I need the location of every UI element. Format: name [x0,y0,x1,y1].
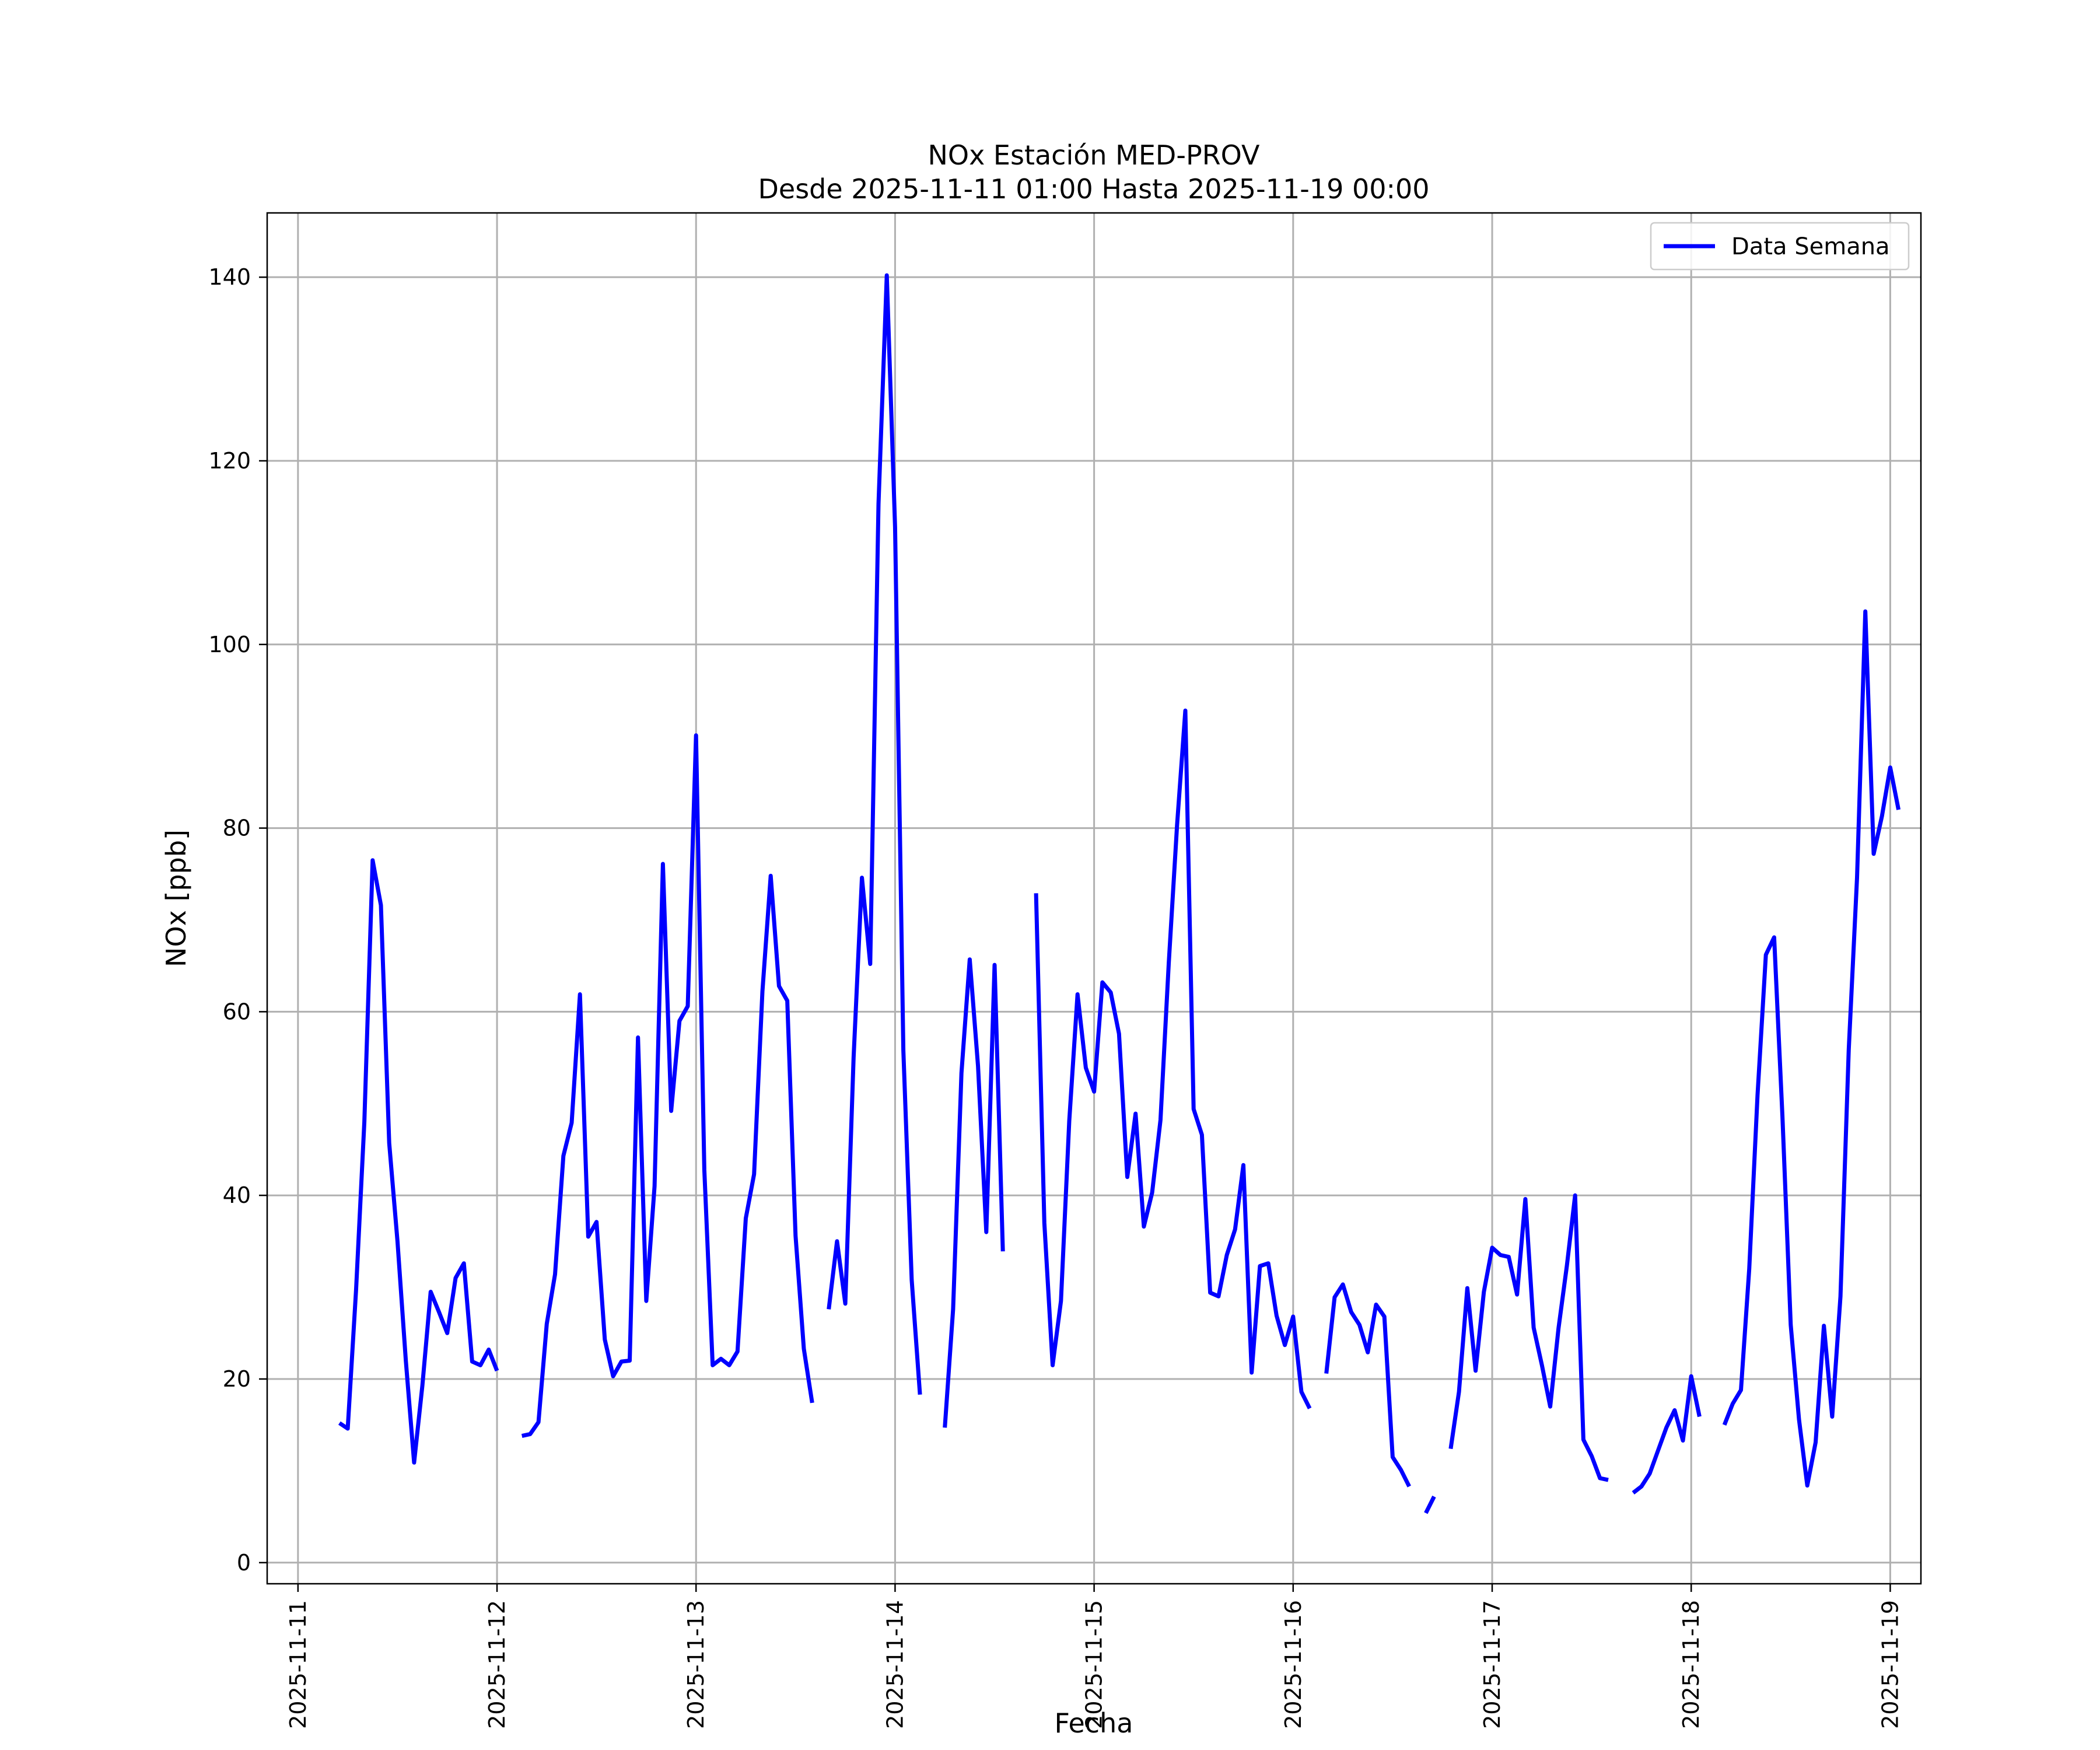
chart-title: NOx Estación MED-PROV [928,139,1260,171]
legend: Data Semana [1650,222,1910,271]
x-axis-ticks: 2025-11-11 2025-11-12 2025-11-13 2025-11-14… [285,1584,1903,1729]
series-line-data-semana-segment-9 [1722,609,1901,1488]
series-line-data-semana-segment-5 [1324,1282,1411,1488]
y-tick-label-120: 120 [208,448,251,474]
series-line-data-semana-segment-3 [943,957,1005,1428]
y-tick-label-0: 0 [237,1550,251,1576]
y-tick-label-140: 140 [208,264,251,290]
x-tick-label-2025-11-14: 2025-11-14 [882,1600,908,1729]
series-line-data-semana-segment-1 [521,733,814,1438]
x-tick-label-2025-11-11: 2025-11-11 [285,1600,311,1729]
x-tick-label-2025-11-17: 2025-11-17 [1479,1600,1505,1729]
series-line-data-semana-segment-7 [1448,1193,1609,1482]
y-axis-label: NOx [ppb] [160,830,192,967]
y-tick-label-100: 100 [208,632,251,657]
x-tick-label-2025-11-15: 2025-11-15 [1082,1600,1107,1729]
y-tick-label-60: 60 [223,999,251,1024]
chart-subtitle: Desde 2025-11-11 01:00 Hasta 2025-11-19 … [758,173,1429,205]
y-axis-ticks: 0 20 40 60 80 100 120 140 [208,264,267,1576]
series-data-semana [338,273,1901,1514]
x-tick-label-2025-11-13: 2025-11-13 [683,1600,709,1729]
series-line-data-semana-segment-4 [1034,708,1312,1409]
y-tick-label-80: 80 [223,816,251,841]
x-tick-label-2025-11-19: 2025-11-19 [1877,1600,1903,1729]
grid [267,213,1921,1584]
x-axis-label: Fecha [1055,1707,1133,1739]
x-tick-label-2025-11-18: 2025-11-18 [1678,1600,1704,1729]
series-line-data-semana-segment-0 [338,858,499,1465]
legend-box [1650,222,1910,271]
x-tick-label-2025-11-12: 2025-11-12 [484,1600,510,1729]
series-line-data-semana-segment-2 [827,273,922,1395]
series-line-data-semana-segment-6 [1424,1495,1436,1514]
y-tick-label-40: 40 [223,1182,251,1208]
x-tick-label-2025-11-16: 2025-11-16 [1280,1600,1306,1729]
series-line-data-semana-segment-8 [1632,1374,1702,1494]
y-tick-label-20: 20 [223,1366,251,1392]
legend-label-data-semana: Data Semana [1731,233,1890,260]
